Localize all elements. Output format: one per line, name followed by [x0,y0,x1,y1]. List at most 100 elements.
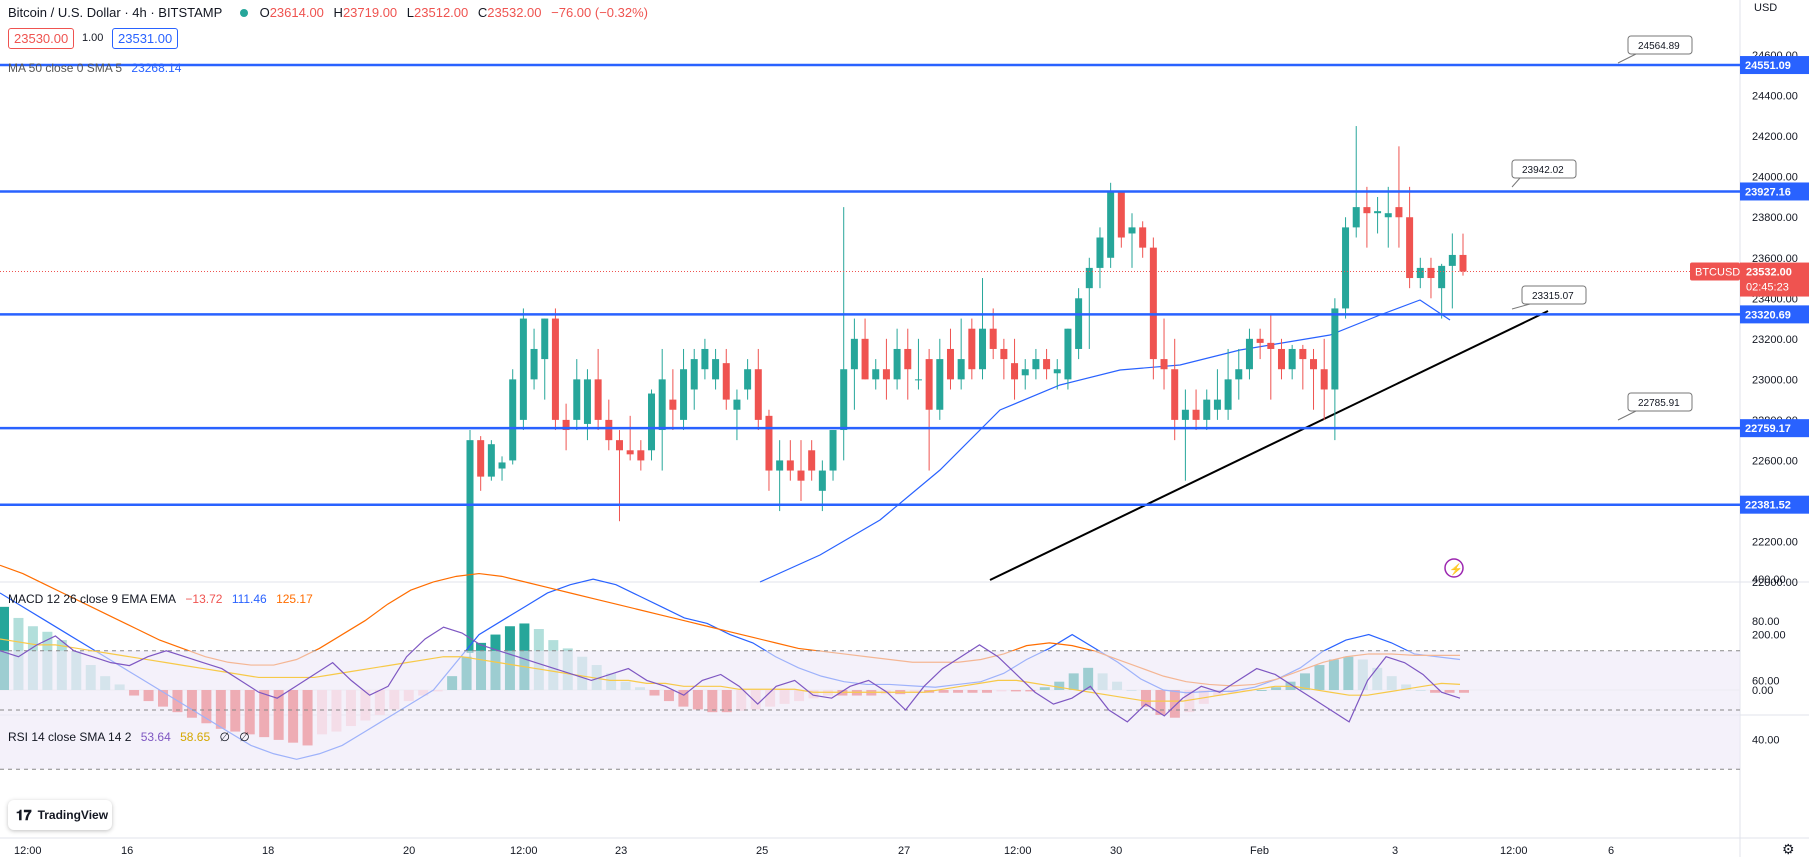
candle-body [776,460,784,471]
candle-body [1000,348,1008,360]
candle-body [1277,348,1285,370]
candle-body [1107,190,1115,258]
candle-body [1416,267,1424,279]
rsi-ma-line [0,638,1461,702]
candle-body [1406,217,1414,279]
candle-body [936,359,944,410]
candle-body [722,363,730,400]
open-label: O [259,5,270,20]
candle-body [615,440,623,451]
close-label: C [477,5,488,20]
time-tick-label: 3 [1392,845,1398,857]
rsi-value: 53.64 [140,730,171,744]
time-tick-label: 12:00 [510,845,538,857]
candle-body [861,338,869,380]
candle-body [1160,359,1168,370]
callout-box [1521,285,1587,305]
time-tick-label: 18 [262,845,274,857]
candle-body [1085,267,1093,289]
time-tick-label: 25 [756,845,768,857]
level-tag-value: 22381.52 [1745,500,1791,512]
candle-body [1075,298,1083,349]
price-tick-label: 23000.00 [1752,374,1798,386]
macd-signal-value: 125.17 [276,592,313,606]
level-tag-value: 23320.69 [1745,309,1791,321]
market-status-icon [239,9,248,17]
candle-body [1096,237,1104,268]
ma-legend-label: MA 50 close 0 SMA 5 [8,61,123,75]
price-tick-label: 24200.00 [1752,131,1798,143]
callout-box [1511,159,1577,179]
candle-body [1128,227,1136,234]
candle-body [466,440,474,653]
candle-body [509,379,517,461]
countdown-value: 02:45:23 [1746,282,1789,294]
candle-body [786,460,794,471]
candle-body [744,369,752,390]
level-tag-value: 22759.17 [1745,423,1791,435]
candle-body [626,450,634,455]
currency-label[interactable]: USD [1754,2,1778,14]
rsi-tick-label: 80.00 [1752,616,1780,628]
candle-body [1427,267,1435,279]
candle-body [979,328,987,370]
tradingview-logo[interactable]: 𝟏𝟕 TradingView [8,800,112,830]
lightning-icon [1444,558,1464,578]
candle-body [1288,348,1296,370]
candle-body [690,359,698,390]
rsi-ma-value: 58.65 [180,730,211,744]
candle-body [1011,363,1019,380]
ma50-line [759,299,1451,583]
callout-value: 23942.02 [1522,165,1564,176]
price-tick-label: 23800.00 [1752,212,1798,224]
sell-price-pill[interactable]: 23530.00 [8,28,75,49]
candle-body [1224,379,1232,410]
time-tick-label: 23 [615,845,627,857]
macd-histogram-bar [0,606,9,690]
candle-body [1149,247,1157,360]
candle-body [498,462,506,469]
candle-body [1267,342,1275,349]
candle-body [1181,409,1189,420]
spread-value: 1.00 [82,32,104,44]
callout-box [1627,35,1693,55]
candle-body [1320,369,1328,390]
candle-body [882,369,890,380]
candle-body [1021,369,1029,376]
candle-body [1032,359,1040,370]
candle-body [637,450,645,461]
candle-body [1448,254,1456,266]
callout-pointer [1617,410,1637,421]
ma-legend-value: 23268.14 [131,61,182,75]
candle-body [487,444,495,477]
candle-body [562,419,570,431]
candle-body [1213,399,1221,410]
candle-body [850,338,858,370]
candle-body [1117,190,1125,238]
candle-body [1053,369,1061,374]
candle-body [1352,207,1360,228]
rsi-band [0,650,1740,770]
time-tick-label: 12:00 [1500,845,1528,857]
callout-value: 23315.07 [1532,291,1574,302]
level-tag-value: 24551.09 [1745,60,1791,72]
level-tag [1740,56,1809,75]
macd-tick-label: 0.00 [1752,685,1773,697]
trendline [989,310,1549,581]
price-tick-label: 22200.00 [1752,536,1798,548]
time-tick-label: 6 [1608,845,1614,857]
time-tick-label: 30 [1110,845,1122,857]
low-label: L [406,5,415,20]
price-tick-label: 23600.00 [1752,253,1798,265]
candle-body [914,379,922,381]
macd-tick-label: 400.00 [1752,574,1786,586]
candle-body [1245,338,1253,370]
ma-legend: MA 50 close 0 SMA 5 23268.14 [8,61,187,75]
candle-body [573,379,581,420]
open-value: 23614.00 [269,5,324,20]
buy-price-pill[interactable]: 23531.00 [112,28,179,49]
macd-tick-label: 200.00 [1752,630,1786,642]
rsi-legend: RSI 14 close SMA 14 2 53.64 58.65 ∅ ∅ [8,730,256,744]
candle-body [1459,254,1467,272]
